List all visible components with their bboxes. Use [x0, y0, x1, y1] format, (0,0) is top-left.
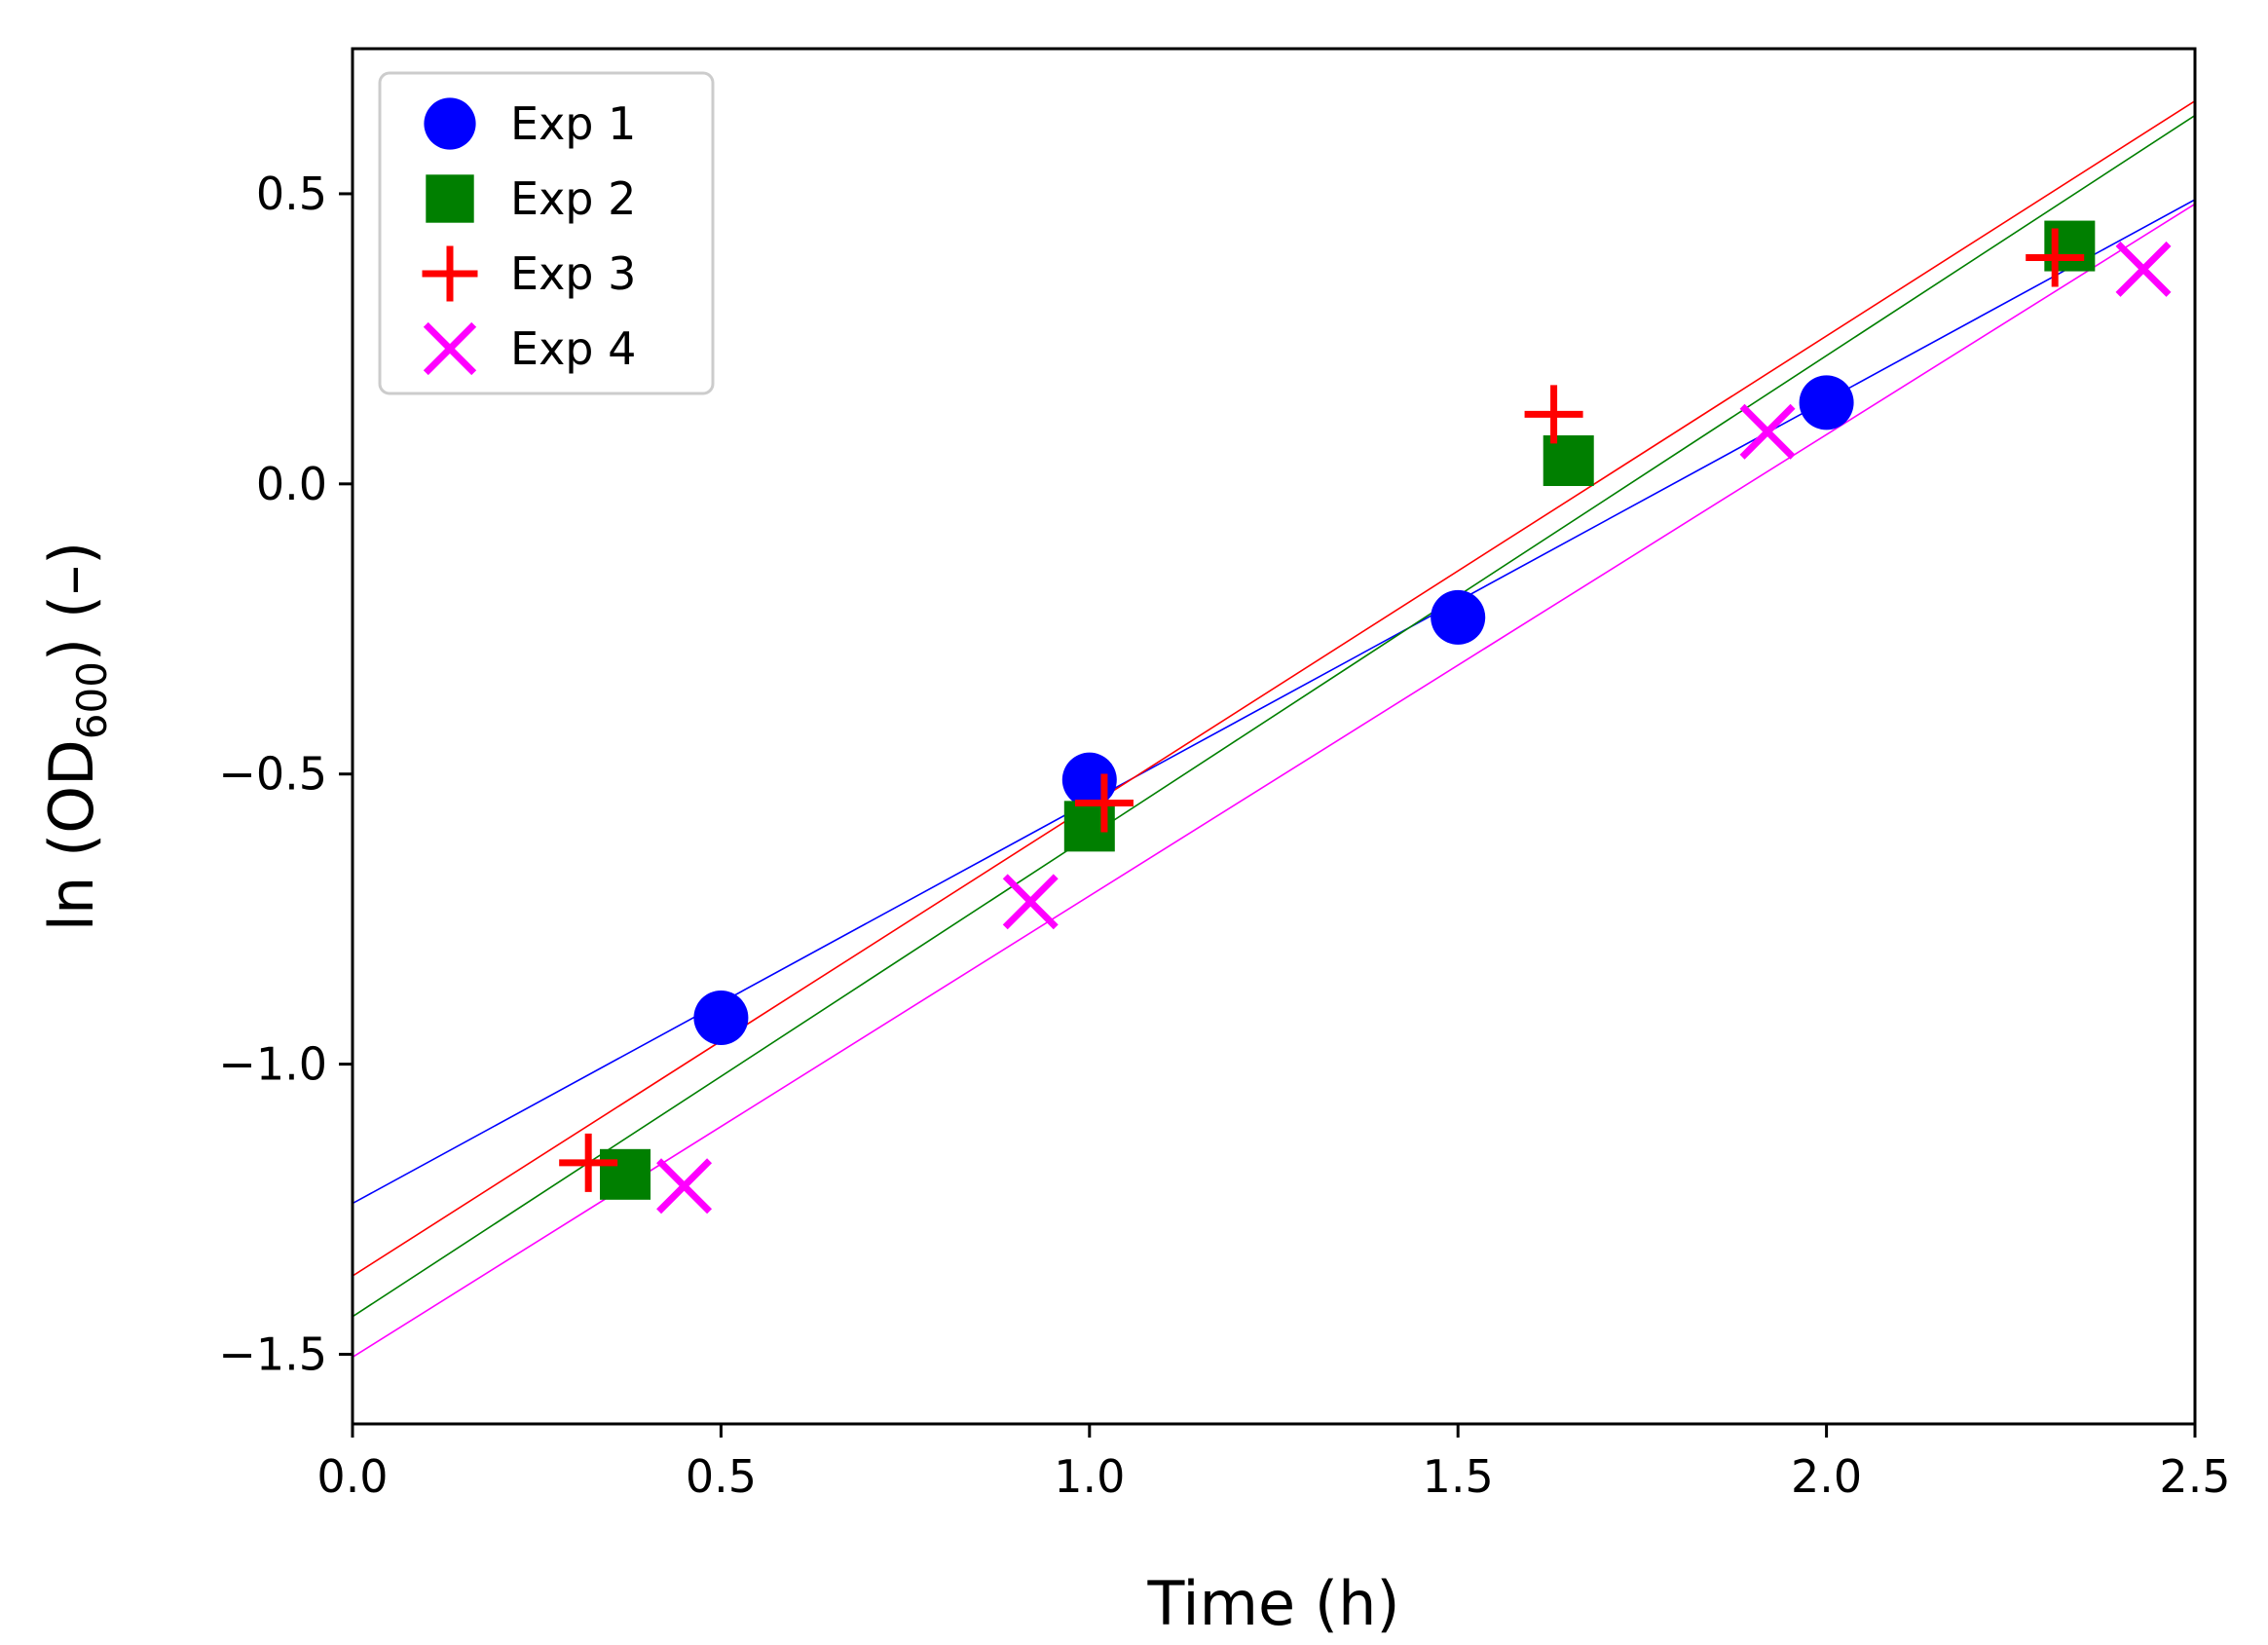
y-axis-label: ln (OD600) (–): [36, 542, 116, 931]
legend-marker-exp-1: [424, 97, 476, 150]
y-tick-label: 0.0: [256, 458, 327, 510]
data-point-exp-3: [1074, 773, 1134, 833]
legend-label-exp-2: Exp 2: [510, 172, 636, 225]
y-axis-label-suffix: ) (–): [36, 542, 107, 661]
y-axis-label-prefix: ln (OD: [36, 739, 107, 931]
fit-line-exp-3: [353, 99, 2195, 1277]
y-tick-label: −0.5: [218, 748, 327, 801]
axes-frame: [351, 47, 2197, 1426]
x-axis-label: Time (h): [1146, 1568, 1399, 1639]
data-point-exp-2: [600, 1148, 651, 1200]
x-tick-label: 1.5: [1423, 1450, 1494, 1503]
x-tick-label: 0.0: [316, 1450, 388, 1503]
data-point-exp-4: [656, 1158, 713, 1215]
legend-marker-exp-3: [422, 245, 478, 302]
legend: Exp 1 Exp 2 Exp 3 Exp 4: [378, 71, 715, 395]
data-point-exp-2: [1543, 435, 1594, 487]
legend-marker-exp-4: [423, 321, 477, 376]
data-point-exp-4: [1002, 874, 1059, 930]
data-point-exp-1: [693, 990, 749, 1045]
data-point-exp-4: [1739, 403, 1796, 460]
y-axis-label-subscript: 600: [68, 661, 116, 739]
legend-box: [378, 71, 715, 395]
x-tick-label: 2.5: [2159, 1450, 2230, 1503]
y-tick-label: −1.5: [218, 1328, 327, 1381]
data-point-exp-3: [559, 1133, 618, 1192]
data-point-exp-1: [1061, 752, 1117, 807]
x-tick-label: 1.0: [1054, 1450, 1125, 1503]
data-point-exp-1: [1431, 589, 1486, 645]
fit-line-exp-1: [353, 199, 2195, 1205]
plot-area: [353, 99, 2195, 1359]
legend-label-exp-3: Exp 3: [510, 247, 636, 300]
x-tick-label: 0.5: [686, 1450, 757, 1503]
x-tick-label: 2.0: [1791, 1450, 1862, 1503]
legend-label-exp-4: Exp 4: [510, 322, 636, 375]
legend-label-exp-1: Exp 1: [510, 97, 636, 150]
data-point-exp-4: [2115, 241, 2172, 297]
axis-ticks: 0.0 0.5 1.0 1.5 2.0 2.5 0.5 0.0 −0.5 −1.0 −1.5: [218, 168, 2230, 1503]
data-point-exp-3: [1524, 385, 1583, 444]
data-point-exp-1: [1799, 375, 1854, 430]
fit-line-exp-2: [353, 114, 2195, 1318]
y-tick-label: −1.0: [218, 1038, 327, 1091]
y-tick-label: 0.5: [256, 168, 327, 220]
data-point-exp-3: [2026, 228, 2085, 287]
legend-marker-exp-2: [426, 174, 474, 223]
